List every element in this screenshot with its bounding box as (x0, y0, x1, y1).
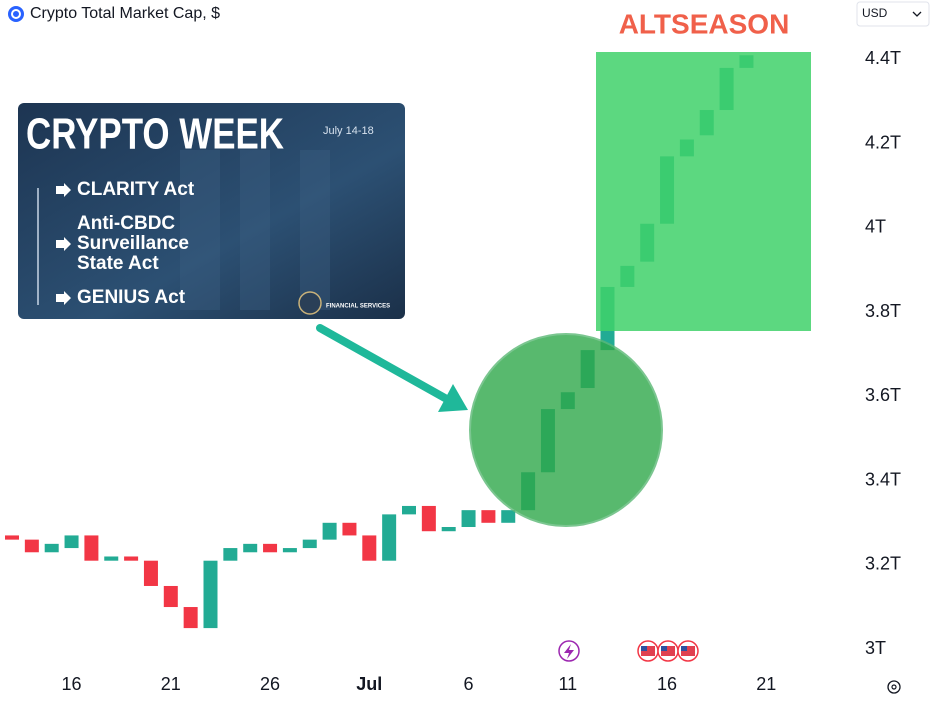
bullet-arrow (56, 291, 71, 305)
candle-body (163, 585, 178, 608)
card-seal: FINANCIAL SERVICES (326, 304, 390, 310)
y-tick-label: 3.2T (865, 554, 901, 574)
card-item: CLARITY Act (77, 179, 195, 200)
y-tick-label: 4.2T (865, 132, 901, 152)
chart-title: Crypto Total Market Cap, $ (30, 5, 220, 22)
candle-body (382, 514, 397, 561)
candle-body (24, 539, 39, 553)
card-item: Anti-CBDC (77, 213, 175, 234)
candle-body (44, 543, 59, 553)
bullet-arrow (56, 237, 71, 251)
x-tick-label: 21 (756, 674, 776, 694)
card-dates: July 14-18 (323, 125, 374, 137)
candle-body (362, 535, 377, 561)
candle-body (421, 505, 436, 532)
candle-body (461, 510, 476, 528)
y-tick-label: 3.4T (865, 469, 901, 489)
event-icons[interactable] (558, 640, 699, 662)
image-card: CRYPTO WEEK July 14-18 CLARITY Act Anti-C… (18, 103, 405, 319)
currency[interactable]: USD (862, 6, 888, 20)
y-tick-label: 3.8T (865, 301, 901, 321)
logo (8, 6, 24, 22)
y-tick-label: 3T (865, 638, 886, 658)
candle-body (223, 548, 238, 561)
y-tick-label: 4T (865, 217, 886, 237)
candle-body (143, 560, 158, 586)
candle-body (5, 535, 19, 540)
bullet-arrow (56, 183, 71, 197)
candle-body (104, 556, 119, 561)
candle-body (84, 535, 99, 561)
x-tick-label: Jul (356, 674, 382, 694)
candle-body (263, 543, 278, 553)
x-tick-label: 16 (657, 674, 677, 694)
candle-body (342, 522, 357, 536)
arrow (316, 324, 456, 406)
candle-body (481, 510, 496, 523)
candle-body (441, 527, 456, 532)
x-tick-label: 26 (260, 674, 280, 694)
x-tick-label: 6 (464, 674, 474, 694)
card-item: Surveillance (77, 233, 189, 254)
candle-body (243, 543, 258, 553)
highlight-box (596, 52, 811, 331)
candle-body (183, 607, 198, 629)
logo-mark (11, 9, 21, 19)
x-tick-label: 11 (558, 674, 577, 694)
candle-body (64, 535, 79, 549)
candle-body (501, 510, 516, 523)
card-item: GENIUS Act (77, 287, 186, 308)
y-tick-label: 4.4T (865, 48, 901, 68)
candle-body (402, 505, 416, 515)
candle-body (203, 560, 218, 629)
candle-body (124, 556, 139, 561)
annotation: ALTSEASON (619, 8, 790, 39)
candle-body (302, 539, 317, 549)
card-title: CRYPTO WEEK (26, 110, 284, 159)
x-tick-label: 21 (161, 674, 181, 694)
highlight-circle (469, 333, 663, 527)
arrow-head (438, 384, 468, 412)
y-tick-label: 3.6T (865, 385, 901, 405)
settings-icon[interactable] (887, 680, 901, 694)
candle-body (282, 548, 297, 553)
card-item: State Act (77, 253, 159, 274)
x-tick-label: 16 (62, 674, 82, 694)
currency-dropdown[interactable]: USD (856, 1, 930, 27)
candle-body (322, 522, 337, 540)
